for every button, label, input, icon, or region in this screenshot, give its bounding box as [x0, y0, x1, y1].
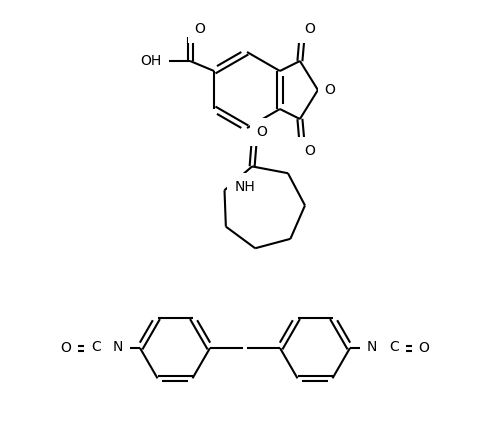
Text: O: O	[257, 125, 267, 139]
Text: O: O	[304, 144, 316, 158]
Text: N: N	[367, 340, 377, 354]
Text: O: O	[418, 341, 430, 355]
Text: O: O	[304, 22, 316, 36]
Text: O: O	[60, 341, 72, 355]
Text: N: N	[113, 340, 123, 354]
Text: OH: OH	[140, 54, 162, 68]
Text: O: O	[195, 22, 206, 36]
Text: C: C	[389, 340, 399, 354]
Text: O: O	[324, 83, 336, 97]
Text: NH: NH	[234, 180, 255, 194]
Text: C: C	[91, 340, 101, 354]
